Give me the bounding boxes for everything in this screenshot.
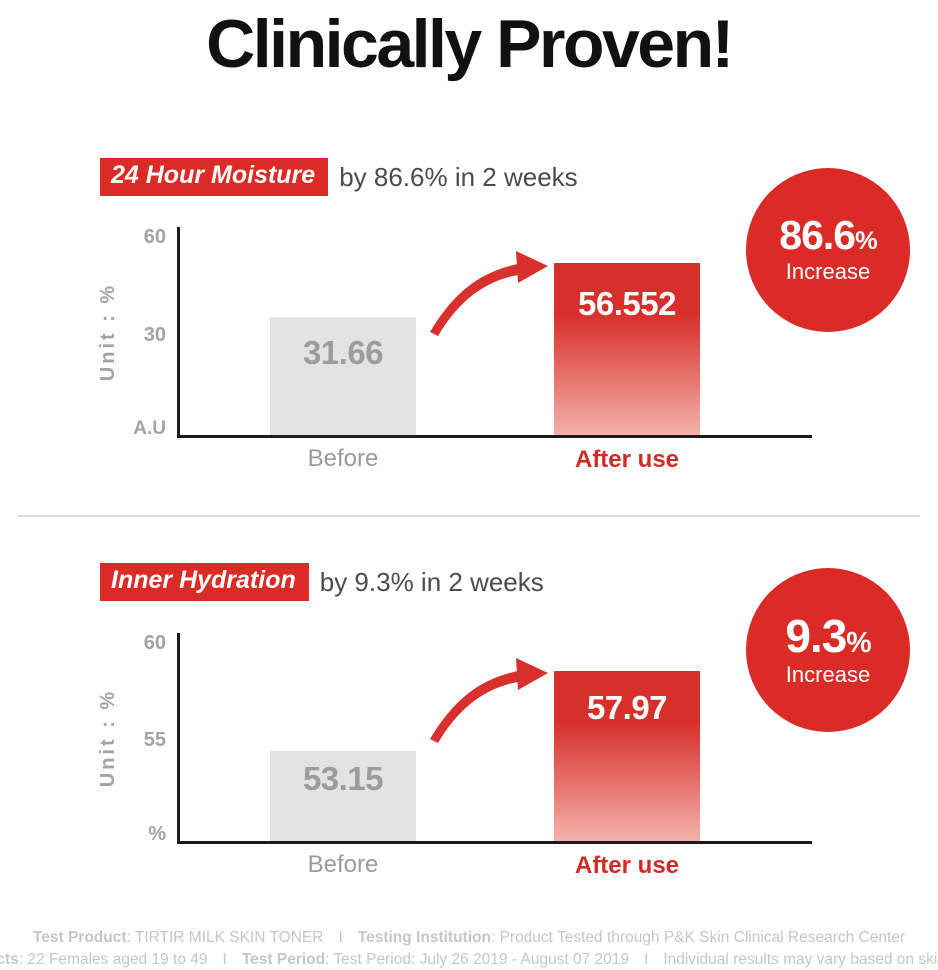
test-product-value: : TIRTIR MILK SKIN TONER bbox=[126, 929, 324, 946]
footer-line-1: Test Product: TIRTIR MILK SKIN TONER I Tes… bbox=[0, 929, 938, 947]
hydration-after-use-label: After use bbox=[574, 852, 680, 879]
hydration-after-value: 57.97 bbox=[586, 689, 668, 726]
hydration-x-axis-line bbox=[177, 841, 812, 844]
moisture-y-tick-60: 60 bbox=[143, 226, 166, 248]
moisture-chart-subtitle: by 86.6% in 2 weeks bbox=[339, 161, 578, 192]
hydration-before-label: Before bbox=[307, 851, 379, 878]
hydration-increase-badge: 9.3% Increase bbox=[746, 568, 910, 732]
moisture-after-use-label: After use bbox=[574, 446, 680, 473]
percent-sign: % bbox=[846, 626, 871, 659]
hydration-chart-title-badge: Inner Hydration bbox=[100, 563, 309, 601]
section-divider bbox=[18, 515, 920, 517]
test-period-label: Test Period bbox=[241, 951, 326, 968]
test-period-value: : Test Period: July 26 2019 - August 07 … bbox=[325, 951, 629, 968]
footer-line-2: Subjects: 22 Females aged 19 to 49 I Test … bbox=[0, 951, 938, 969]
hydration-increase-percent: 9.3% bbox=[785, 609, 871, 662]
hydration-y-tick-pct: % bbox=[148, 823, 166, 845]
footer-separator: I bbox=[338, 929, 343, 946]
moisture-y-tick-au: A.U bbox=[133, 418, 166, 439]
hydration-chart-subtitle: by 9.3% in 2 weeks bbox=[319, 566, 544, 597]
moisture-increase-percent: 86.6% bbox=[779, 212, 878, 258]
hydration-before-value: 53.15 bbox=[302, 760, 384, 797]
moisture-x-axis-line bbox=[177, 435, 812, 438]
moisture-chart-header: 24 Hour Moisture by 86.6% in 2 weeks bbox=[100, 158, 578, 196]
moisture-increase-word: Increase bbox=[785, 259, 871, 284]
moisture-chart-title-badge: 24 Hour Moisture bbox=[100, 158, 329, 196]
moisture-after-value: 56.552 bbox=[578, 285, 676, 322]
subjects-label: Subjects bbox=[0, 951, 19, 968]
increase-arrow-icon bbox=[430, 658, 548, 743]
moisture-after-bar: 56.552 bbox=[554, 263, 700, 436]
subjects-value: : 22 Females aged 19 to 49 bbox=[18, 951, 208, 968]
increase-arrow-icon bbox=[430, 251, 548, 336]
moisture-increase-badge: 86.6% Increase bbox=[746, 168, 910, 332]
testing-institution-label: Testing Institution bbox=[357, 929, 491, 946]
moisture-before-value: 31.66 bbox=[302, 334, 384, 371]
hydration-y-tick-60: 60 bbox=[143, 632, 166, 654]
moisture-y-axis-line bbox=[177, 227, 180, 437]
percent-sign: % bbox=[855, 227, 878, 255]
moisture-y-tick-30: 30 bbox=[143, 324, 166, 346]
hydration-chart-header: Inner Hydration by 9.3% in 2 weeks bbox=[100, 563, 544, 601]
hydration-y-axis-line bbox=[177, 633, 180, 843]
testing-institution-value: : Product Tested through P&K Skin Clinic… bbox=[490, 929, 906, 946]
hydration-before-bar: 53.15 bbox=[270, 751, 416, 842]
hydration-increase-word: Increase bbox=[785, 661, 871, 687]
moisture-before-bar: 31.66 bbox=[270, 317, 416, 436]
page-title: Clinically Proven! bbox=[206, 6, 734, 82]
footer-separator: I bbox=[222, 951, 227, 968]
hydration-y-tick-55: 55 bbox=[143, 729, 166, 751]
hydration-after-bar: 57.97 bbox=[554, 671, 700, 842]
footer-separator: I bbox=[644, 951, 649, 968]
disclaimer-text: Individual results may vary based on ski… bbox=[663, 951, 938, 968]
moisture-before-label: Before bbox=[307, 445, 379, 472]
test-product-label: Test Product bbox=[32, 929, 127, 946]
